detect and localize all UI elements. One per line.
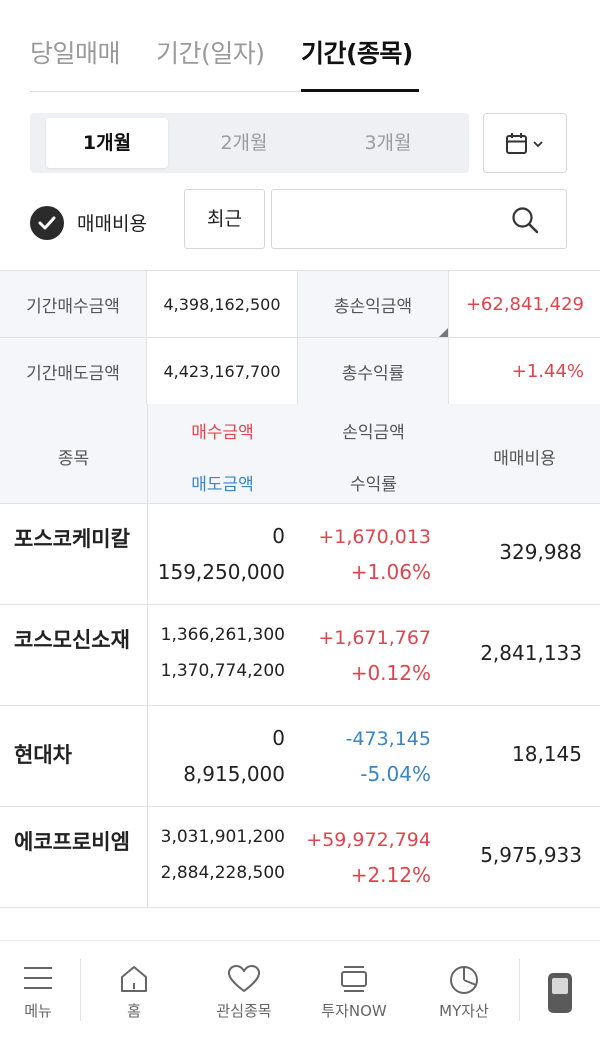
fee-checkbox-label[interactable]: 매매비용 bbox=[77, 213, 147, 235]
period-2-months[interactable]: 2개월 bbox=[220, 132, 268, 154]
profit-loss: +59,972,794 bbox=[306, 829, 431, 851]
phone-screen bbox=[552, 978, 568, 994]
search-input[interactable] bbox=[280, 200, 500, 238]
nav-watchlist-label: 관심종목 bbox=[216, 1002, 272, 1020]
table-row[interactable]: 포스코케미칼 0 159,250,000 +1,670,013 +1.06% 3… bbox=[0, 504, 600, 605]
profit-loss: +1,670,013 bbox=[318, 526, 431, 548]
sell-amount: 2,884,228,500 bbox=[160, 863, 285, 883]
period-3-months[interactable]: 3개월 bbox=[364, 132, 412, 154]
table-header: 종목 매수금액 매도금액 손익금액 수익률 매매비용 bbox=[0, 404, 600, 504]
nav-invest-now-label: 투자NOW bbox=[321, 1002, 387, 1020]
stock-name: 현대차 bbox=[14, 743, 72, 767]
buy-amount: 3,031,901,200 bbox=[160, 827, 285, 847]
search-icon[interactable] bbox=[511, 206, 539, 234]
stack-icon bbox=[341, 966, 367, 992]
trading-fee: 18,145 bbox=[512, 742, 582, 766]
check-icon bbox=[38, 216, 56, 230]
menu-icon bbox=[24, 967, 52, 989]
top-tabs: 당일매매 기간(일자) 기간(종목) bbox=[30, 0, 419, 92]
expand-corner-icon bbox=[439, 328, 448, 337]
nav-home[interactable]: 홈 bbox=[92, 941, 176, 1041]
summary-pl-label-text: 총손익금액 bbox=[333, 296, 413, 317]
summary-buy-label: 기간매수금액 bbox=[0, 271, 147, 338]
summary-pl-value: +62,841,429 bbox=[449, 271, 600, 338]
header-profit-loss: 손익금액 bbox=[342, 423, 405, 443]
row-divider bbox=[147, 706, 148, 806]
nav-separator bbox=[0, 940, 600, 941]
stock-name: 코스모신소재 bbox=[14, 628, 130, 652]
nav-home-label: 홈 bbox=[127, 1002, 141, 1020]
table-row[interactable]: 현대차 0 8,915,000 -473,145 -5.04% 18,145 bbox=[0, 706, 600, 807]
period-1-month[interactable]: 1개월 bbox=[46, 118, 168, 168]
tab-period-by-date[interactable]: 기간(일자) bbox=[156, 39, 265, 68]
summary-sell-label: 기간매도금액 bbox=[0, 338, 147, 405]
fee-checkbox[interactable] bbox=[30, 206, 64, 240]
summary-rate-value: +1.44% bbox=[449, 338, 600, 405]
tab-period-by-stock[interactable]: 기간(종목) bbox=[301, 39, 413, 68]
header-trading-fee: 매매비용 bbox=[493, 449, 556, 469]
summary-buy-value: 4,398,162,500 bbox=[147, 271, 298, 338]
header-buy-amount: 매수금액 bbox=[191, 423, 254, 443]
summary-rate-label: 총수익률 bbox=[298, 338, 449, 405]
pie-chart-icon bbox=[450, 966, 478, 994]
profit-loss: +1,671,767 bbox=[318, 627, 431, 649]
return-rate: -5.04% bbox=[360, 762, 431, 786]
row-divider bbox=[147, 807, 148, 907]
nav-my-assets-label: MY자산 bbox=[439, 1002, 489, 1020]
header-stock: 종목 bbox=[57, 449, 90, 469]
nav-invest-now[interactable]: 투자NOW bbox=[306, 941, 402, 1041]
summary-sell-value: 4,423,167,700 bbox=[147, 338, 298, 405]
buy-amount: 1,366,261,300 bbox=[160, 625, 285, 645]
header-return-rate: 수익률 bbox=[350, 475, 397, 495]
table-row[interactable]: 에코프로비엠 3,031,901,200 2,884,228,500 +59,9… bbox=[0, 807, 600, 908]
row-divider bbox=[147, 605, 148, 705]
buy-amount: 0 bbox=[272, 726, 285, 750]
return-rate: +2.12% bbox=[350, 863, 431, 887]
trading-fee: 5,975,933 bbox=[480, 843, 582, 867]
row-divider bbox=[147, 504, 148, 604]
sell-amount: 8,915,000 bbox=[183, 762, 285, 786]
stock-name: 포스코케미칼 bbox=[14, 527, 130, 551]
stock-name: 에코프로비엠 bbox=[14, 830, 130, 854]
nav-my-assets[interactable]: MY자산 bbox=[416, 941, 512, 1041]
summary-pl-label[interactable]: 총손익금액 bbox=[298, 271, 449, 338]
period-summary: 기간매수금액 4,398,162,500 총손익금액 +62,841,429 기… bbox=[0, 270, 600, 405]
sell-amount: 159,250,000 bbox=[157, 560, 285, 584]
nav-watchlist[interactable]: 관심종목 bbox=[196, 941, 292, 1041]
trading-fee: 2,841,133 bbox=[480, 641, 582, 665]
sell-amount: 1,370,774,200 bbox=[160, 661, 285, 681]
header-sell-amount: 매도금액 bbox=[191, 475, 254, 495]
calendar-icon bbox=[506, 133, 543, 154]
calendar-button[interactable] bbox=[483, 113, 567, 173]
home-icon bbox=[121, 966, 147, 992]
return-rate: +1.06% bbox=[350, 560, 431, 584]
trading-fee: 329,988 bbox=[499, 540, 582, 564]
recent-button[interactable]: 최근 bbox=[184, 189, 265, 249]
nav-divider bbox=[519, 959, 520, 1021]
nav-menu-label: 메뉴 bbox=[24, 1002, 52, 1020]
phone-icon[interactable] bbox=[548, 973, 572, 1013]
nav-menu[interactable]: 메뉴 bbox=[0, 941, 76, 1041]
return-rate: +0.12% bbox=[350, 661, 431, 685]
heart-icon bbox=[228, 965, 260, 992]
period-selector: 1개월 2개월 3개월 bbox=[30, 113, 469, 173]
active-tab-indicator bbox=[301, 89, 419, 92]
stock-list: 포스코케미칼 0 159,250,000 +1,670,013 +1.06% 3… bbox=[0, 504, 600, 908]
buy-amount: 0 bbox=[272, 524, 285, 548]
tab-today-trades[interactable]: 당일매매 bbox=[30, 39, 121, 68]
nav-divider bbox=[80, 959, 81, 1021]
profit-loss: -473,145 bbox=[345, 728, 431, 750]
table-row[interactable]: 코스모신소재 1,366,261,300 1,370,774,200 +1,67… bbox=[0, 605, 600, 706]
search-box bbox=[271, 189, 567, 249]
bottom-nav: 메뉴 홈 관심종목 투자NOW MY자산 bbox=[0, 941, 600, 1041]
header-divider bbox=[147, 404, 148, 504]
